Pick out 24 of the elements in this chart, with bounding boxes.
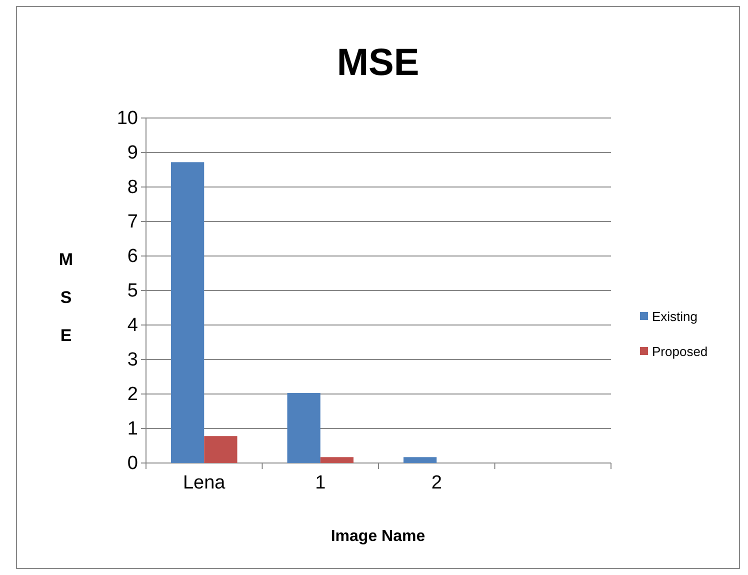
- x-axis-title: Image Name: [330, 528, 426, 545]
- x-tick-label: 2: [431, 472, 442, 494]
- legend-label: Existing: [652, 309, 698, 324]
- bar: [170, 162, 204, 463]
- y-tick-label: 4: [127, 315, 138, 336]
- y-tick-label: 8: [127, 177, 138, 198]
- y-tick-label: 1: [127, 418, 138, 440]
- y-tick-label: 5: [127, 280, 138, 302]
- chart-title: MSE: [336, 42, 420, 84]
- y-tick-label: 9: [127, 142, 138, 164]
- y-axis-title: MSE: [58, 250, 74, 345]
- y-tick-label: 3: [127, 350, 138, 371]
- y-tick-label: 7: [127, 212, 138, 233]
- y-tick-label: 0: [127, 453, 138, 474]
- y-tick-label: 10: [116, 108, 138, 130]
- bar: [403, 457, 437, 463]
- legend-label: Proposed: [652, 344, 708, 359]
- y-tick-label: 6: [127, 246, 138, 268]
- bar: [320, 457, 354, 463]
- bar: [204, 436, 238, 463]
- y-tick-label: 2: [127, 384, 138, 406]
- x-tick-label: Lena: [182, 472, 226, 494]
- bar: [287, 392, 320, 463]
- x-tick-label: 1: [315, 472, 326, 494]
